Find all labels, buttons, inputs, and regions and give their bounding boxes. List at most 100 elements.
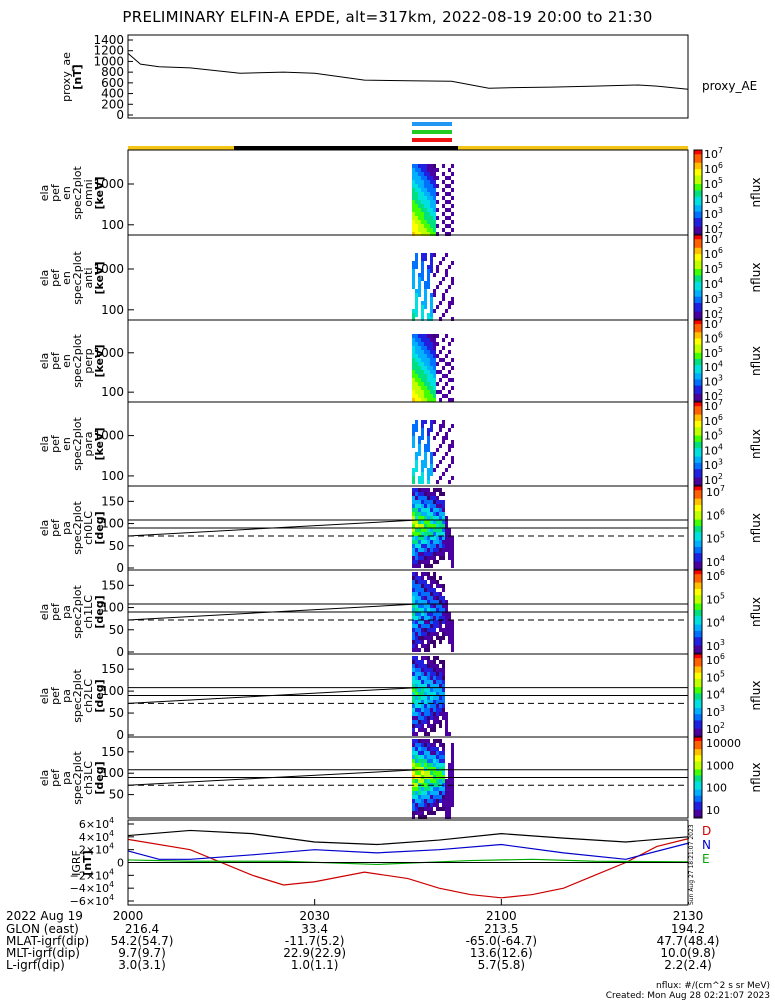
spectrogram-cell xyxy=(418,164,421,168)
spectrogram-cell xyxy=(442,520,445,524)
colorbar-cell xyxy=(694,513,702,516)
colorbar-cell xyxy=(694,749,702,752)
spectrogram-cell xyxy=(433,208,436,212)
spectrogram-cell xyxy=(418,440,421,444)
spectrogram-cell xyxy=(433,362,436,366)
spectrogram-cell xyxy=(418,362,421,366)
spectrogram-cell xyxy=(439,759,442,763)
spectrogram-cell xyxy=(445,632,448,636)
spectrogram-cell xyxy=(451,552,454,556)
spectrogram-cell xyxy=(445,452,448,456)
spectrogram-cell xyxy=(430,346,433,350)
spectrogram-cell xyxy=(421,724,424,728)
spectrogram-cell xyxy=(430,548,433,552)
spectrogram-cell xyxy=(442,604,445,608)
igrf-legend-N: N xyxy=(702,838,711,852)
spectrogram-cell xyxy=(424,676,427,680)
ephemeris-value: -65.0(-64.7) xyxy=(466,934,537,948)
colorbar-cell xyxy=(694,262,702,266)
spectrogram-cell xyxy=(421,540,424,544)
spectrogram-cell xyxy=(427,540,430,544)
spectrogram-cell xyxy=(439,528,442,532)
spectrogram-cell xyxy=(433,688,436,692)
spectrogram-cell xyxy=(442,608,445,612)
spectrogram-cell xyxy=(427,204,430,208)
spectrogram-cell xyxy=(424,556,427,560)
spectrogram-cell xyxy=(436,747,439,751)
spectrogram-cell xyxy=(415,164,418,168)
spectrogram-cell xyxy=(424,253,427,257)
spectrogram-cell xyxy=(430,692,433,696)
colorbar-cell xyxy=(694,492,702,495)
spectrogram-cell xyxy=(415,428,418,432)
spectrogram-cell xyxy=(427,358,430,362)
spectrogram-cell xyxy=(412,358,415,362)
spectrogram-cell xyxy=(442,779,445,783)
spectrogram-cell xyxy=(415,420,418,424)
spectrogram-cell xyxy=(448,532,451,536)
spectrogram-cell xyxy=(424,600,427,604)
spectrogram-cell xyxy=(421,616,424,620)
colorbar-cell xyxy=(694,511,702,514)
spectrogram-cell xyxy=(418,608,421,612)
spectrogram-cell xyxy=(430,688,433,692)
data-layer xyxy=(127,53,689,899)
spectrogram-cell xyxy=(418,596,421,600)
pa_ch0-tick-label: 100 xyxy=(101,517,124,531)
colorbar-cell xyxy=(694,643,702,647)
spectrogram-cell xyxy=(427,720,430,724)
spectrogram-cell xyxy=(430,313,433,317)
spectrogram-cell xyxy=(439,424,442,428)
date-label: 2022 Aug 19 xyxy=(6,909,83,923)
spectrogram-cell xyxy=(421,708,424,712)
spectrogram-cell xyxy=(418,492,421,496)
spectrogram-cell xyxy=(430,799,433,803)
spectrogram-cell xyxy=(430,716,433,720)
spectrogram-cell xyxy=(427,342,430,346)
spectrogram-cell xyxy=(433,660,436,664)
colorbar-cell xyxy=(694,734,702,738)
spectrogram-cell xyxy=(424,692,427,696)
spectrogram-cell xyxy=(442,492,445,496)
colorbar-cell xyxy=(694,728,702,732)
spectrogram-cell xyxy=(421,588,424,592)
spectrogram-cell xyxy=(436,504,439,508)
spectrogram-cell xyxy=(439,708,442,712)
spectrogram-cell xyxy=(439,763,442,767)
spectrogram-cell xyxy=(433,354,436,358)
spectrogram-cell xyxy=(442,394,445,398)
spectrogram-cell xyxy=(448,767,451,771)
spectrogram-cell xyxy=(415,596,418,600)
spectrogram-cell xyxy=(415,180,418,184)
spectrogram-cell xyxy=(412,712,415,716)
spectrogram-cell xyxy=(418,350,421,354)
spectrogram-cell xyxy=(451,624,454,628)
spectrogram-cell xyxy=(436,608,439,612)
spectrogram-cell xyxy=(430,811,433,815)
spectrogram-cell xyxy=(448,378,451,382)
spectrogram-cell xyxy=(415,616,418,620)
spectrogram-cell xyxy=(436,176,439,180)
colorbar-cell xyxy=(694,377,702,380)
spectrogram-cell xyxy=(433,783,436,787)
spectrogram-cell xyxy=(424,188,427,192)
spectrogram-cell xyxy=(451,444,454,448)
en_anti-colorbar-tick: 105 xyxy=(704,261,723,276)
colorbar-cell xyxy=(694,586,702,590)
spectrogram-cell xyxy=(415,612,418,616)
spectrogram-cell xyxy=(433,496,436,500)
spectrogram-cell xyxy=(424,747,427,751)
spectrogram-cell xyxy=(433,572,436,576)
spectrogram-cell xyxy=(427,656,430,660)
colorbar-cell xyxy=(694,188,702,191)
spectrogram-cell xyxy=(436,763,439,767)
spectrogram-cell xyxy=(448,265,451,269)
colorbar-cell xyxy=(694,490,702,493)
spectrogram-cell xyxy=(427,164,430,168)
spectrogram-cell xyxy=(430,532,433,536)
spectrogram-cell xyxy=(436,500,439,504)
spectrogram-cell xyxy=(424,168,427,172)
colorbar-cell xyxy=(694,517,702,521)
spectrogram-cell xyxy=(436,496,439,500)
spectrogram-cell xyxy=(412,472,415,476)
